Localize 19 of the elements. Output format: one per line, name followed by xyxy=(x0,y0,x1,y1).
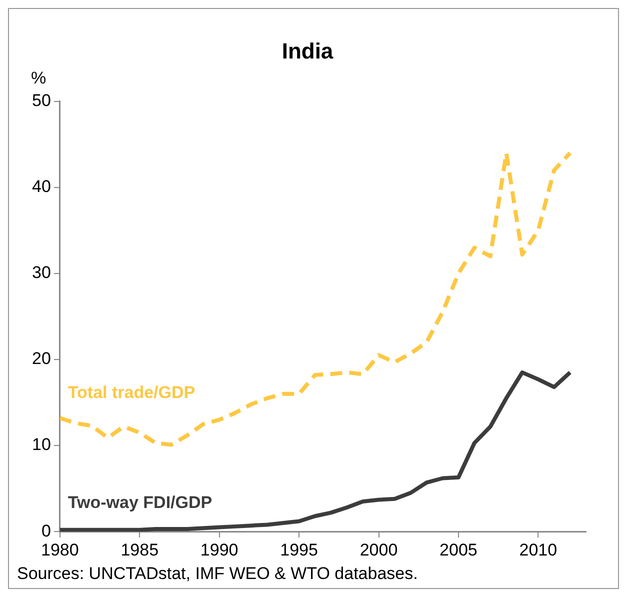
y-tick-label: 0 xyxy=(41,521,51,540)
x-tick-label: 2010 xyxy=(519,540,558,560)
chart-title: India xyxy=(282,38,334,64)
x-tick-label: 1990 xyxy=(200,540,238,560)
x-tick-label: 2005 xyxy=(440,540,478,560)
y-tick-label: 10 xyxy=(32,435,51,454)
x-tick-label: 2000 xyxy=(360,540,398,560)
y-tick-label: 40 xyxy=(32,177,51,196)
y-tick-label: 20 xyxy=(32,349,51,368)
x-tick-label: 1985 xyxy=(120,540,159,560)
line-series xyxy=(60,151,572,447)
series-label: Total trade/GDP xyxy=(68,383,196,402)
series-label: Two-way FDI/GDP xyxy=(68,493,212,512)
y-tick-label: 30 xyxy=(32,263,51,282)
y-axis-title: % xyxy=(31,68,46,88)
source-note: Sources: UNCTADstat, IMF WEO & WTO databases. xyxy=(16,564,419,585)
y-tick-label: 50 xyxy=(32,91,51,110)
x-tick-label: 1995 xyxy=(280,540,318,560)
x-tick-label: 1980 xyxy=(40,540,79,560)
